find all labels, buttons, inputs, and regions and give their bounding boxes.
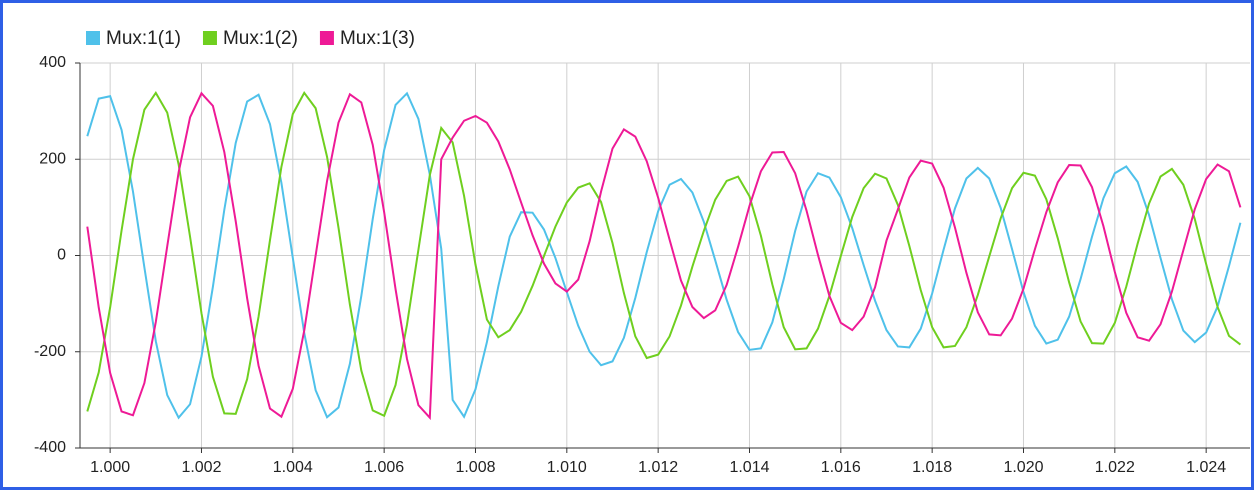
- legend-swatch: [86, 31, 100, 45]
- axis-layer: 400 200 0 -200 -400 1.000 1.002 1.004 1.006 1.008…: [34, 54, 1226, 476]
- legend-label: Mux:1(1): [106, 28, 181, 49]
- legend-label: Mux:1(2): [223, 28, 298, 49]
- legend-swatch: [319, 31, 334, 45]
- x-tick-label: 1.004: [273, 459, 313, 476]
- y-tick-label: -400: [34, 439, 66, 456]
- y-tick-label: 0: [57, 247, 66, 264]
- x-tick-label: 1.006: [364, 459, 404, 476]
- x-tick-label: 1.010: [547, 459, 587, 476]
- x-tick-label: 1.014: [729, 459, 769, 476]
- legend-label: Mux:1(3): [340, 28, 415, 49]
- legend-swatch: [202, 31, 217, 45]
- series-line: [86, 91, 1242, 421]
- x-tick-label: 1.008: [455, 459, 495, 476]
- legend: Mux:1(1) Mux:1(2) Mux:1(3): [86, 28, 415, 49]
- x-tick-label: 1.012: [638, 459, 678, 476]
- x-tick-label: 1.002: [181, 459, 221, 476]
- x-tick-label: 1.020: [1003, 459, 1043, 476]
- series-layer: [86, 90, 1242, 421]
- y-tick-label: 200: [39, 150, 66, 167]
- y-tick-label: -200: [34, 343, 66, 360]
- x-tick-label: 1.000: [90, 459, 130, 476]
- x-tick-label: 1.024: [1186, 459, 1226, 476]
- y-tick-label: 400: [39, 54, 66, 71]
- x-tick-label: 1.016: [821, 459, 861, 476]
- x-tick-label: 1.018: [912, 459, 952, 476]
- x-tick-label: 1.022: [1095, 459, 1135, 476]
